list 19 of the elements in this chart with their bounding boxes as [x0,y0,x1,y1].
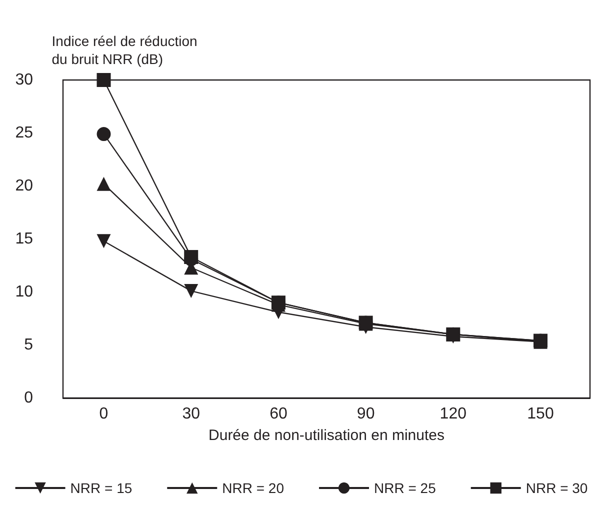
x-tick-label: 90 [356,406,375,422]
x-tick-label: 120 [440,406,467,422]
y-tick-label: 5 [24,336,34,354]
legend-label: NRR = 25 [374,480,436,496]
y-axis-title: Indice réel de réduction du bruit NRR (dB) [52,33,198,67]
y-tick-label: 20 [15,178,34,194]
legend-label: NRR = 20 [222,480,284,496]
y-tick-label: 0 [24,390,34,406]
x-tick-label: 150 [527,406,554,422]
y-tick-label: 25 [15,124,34,142]
x-tick-label: 0 [99,406,108,422]
y-tick-label: 30 [15,72,34,88]
y-tick-label: 15 [15,230,34,248]
legend-label: NRR = 30 [526,480,588,496]
y-tick-label: 10 [15,284,34,300]
x-axis-title: Durée de non-utilisation en minutes [208,427,444,444]
x-tick-label: 60 [270,406,288,422]
legend-label: NRR = 15 [70,480,132,496]
x-tick-label: 30 [182,406,200,422]
